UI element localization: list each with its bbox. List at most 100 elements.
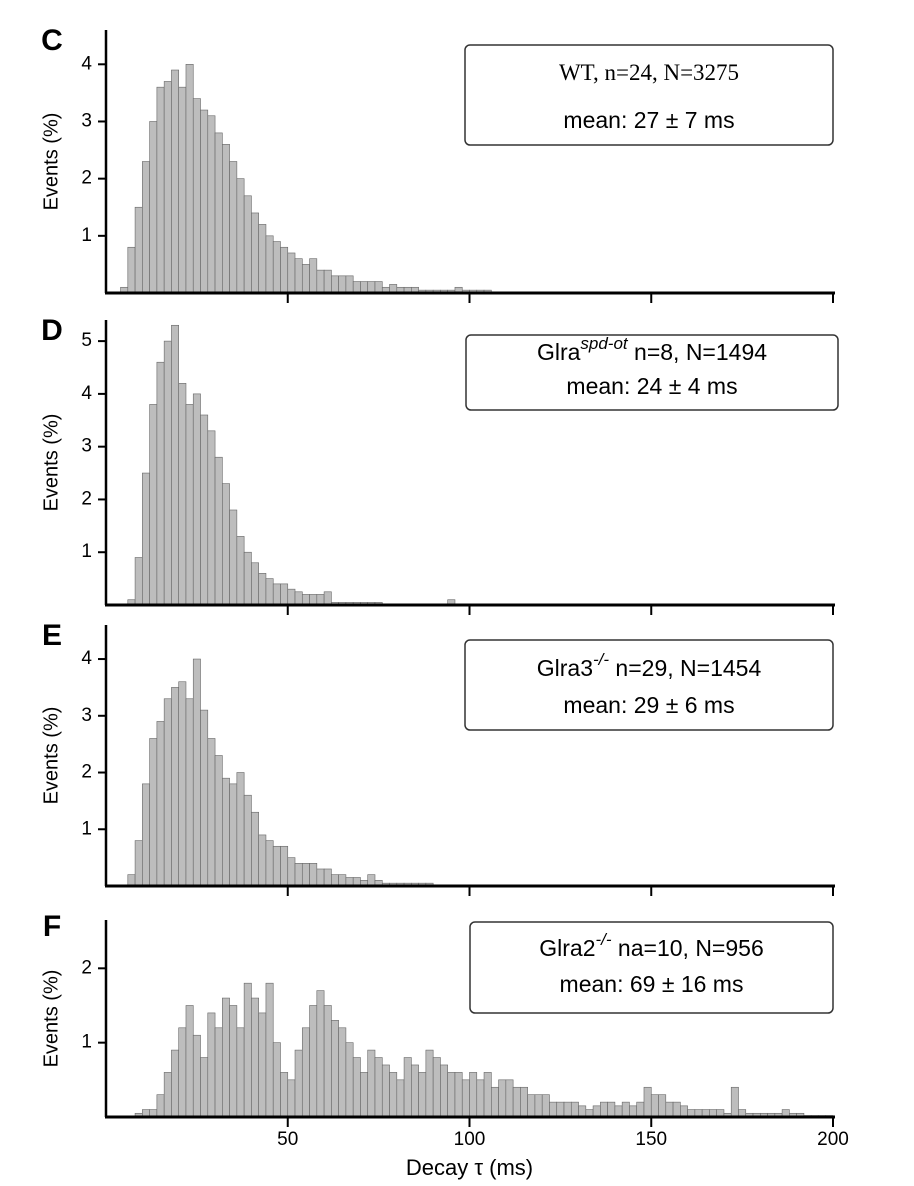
y-axis-label: Events (%) xyxy=(40,414,62,512)
annotation-line: Glra3-/- n=29, N=1454 xyxy=(537,650,762,681)
bar xyxy=(447,1072,456,1118)
bar xyxy=(243,982,252,1118)
bar xyxy=(207,115,216,294)
bar xyxy=(192,393,201,606)
bar xyxy=(360,1072,369,1118)
bar xyxy=(178,86,187,294)
annotation-line: mean: 69 ± 16 ms xyxy=(560,971,744,997)
bar xyxy=(592,1105,601,1118)
y-tick-label: 3 xyxy=(81,436,92,457)
bar xyxy=(127,874,136,887)
annotation-superscript: -/- xyxy=(596,930,612,949)
bar xyxy=(672,1101,681,1118)
bar xyxy=(352,1057,361,1118)
annotation-text: mean: 24 ± 4 ms xyxy=(566,373,737,399)
y-tick-label: 2 xyxy=(81,957,92,978)
bar xyxy=(301,1027,310,1118)
bar xyxy=(280,246,289,294)
bar xyxy=(222,777,230,887)
y-tick-label: 2 xyxy=(81,762,92,783)
bar xyxy=(301,594,310,606)
bar xyxy=(614,1105,623,1118)
bar xyxy=(643,1086,652,1118)
x-tick-label: 200 xyxy=(817,1129,849,1150)
bar xyxy=(200,414,209,606)
bar xyxy=(236,178,245,294)
x-tick-label: 50 xyxy=(277,1129,298,1150)
bar xyxy=(243,551,252,606)
bar xyxy=(367,281,376,294)
bar xyxy=(200,1057,209,1118)
y-tick-label: 4 xyxy=(81,383,92,404)
bar xyxy=(178,1027,187,1118)
bar xyxy=(381,1064,390,1118)
bar xyxy=(185,64,194,294)
bar xyxy=(214,456,223,606)
y-tick-label: 1 xyxy=(81,225,92,246)
bar xyxy=(352,281,361,294)
bar xyxy=(163,1072,172,1118)
bar xyxy=(323,591,332,606)
panel-label: C xyxy=(41,24,63,57)
bar xyxy=(374,1057,383,1118)
bar xyxy=(367,1049,376,1118)
bar xyxy=(258,1012,267,1118)
x-axis-label: Decay τ (ms) xyxy=(406,1155,533,1180)
bar xyxy=(454,1072,463,1118)
bar xyxy=(294,591,303,606)
bar xyxy=(214,132,223,294)
bar xyxy=(156,86,165,294)
bar xyxy=(301,264,310,294)
annotation-text: mean: 69 ± 16 ms xyxy=(560,971,744,997)
y-tick-label: 1 xyxy=(81,818,92,839)
bar xyxy=(200,709,209,887)
bar xyxy=(374,281,383,294)
bar xyxy=(367,874,376,887)
bar xyxy=(171,324,179,606)
bar xyxy=(323,1005,332,1118)
bar xyxy=(272,845,281,887)
bar xyxy=(331,874,339,887)
bar xyxy=(309,258,318,294)
bar xyxy=(171,69,179,294)
bar xyxy=(222,483,230,606)
bar xyxy=(345,275,354,294)
x-tick-label: 100 xyxy=(454,1129,486,1150)
bar xyxy=(505,1079,514,1118)
bar xyxy=(156,1094,165,1118)
bar xyxy=(636,1101,645,1118)
bar xyxy=(185,1005,194,1118)
bar xyxy=(469,1072,478,1118)
bar xyxy=(127,246,136,294)
bar xyxy=(251,997,259,1118)
annotation-text: Glra3 xyxy=(537,655,593,681)
bar xyxy=(185,698,194,887)
bar xyxy=(207,738,216,887)
bar xyxy=(338,874,347,887)
bar xyxy=(229,161,238,294)
bar xyxy=(134,557,143,606)
bar xyxy=(309,594,318,606)
bar xyxy=(629,1105,638,1118)
bar xyxy=(520,1086,528,1118)
annotation-text: Glra xyxy=(537,339,581,365)
bar xyxy=(549,1101,558,1118)
bar xyxy=(570,1101,579,1118)
y-axis-label: Events (%) xyxy=(40,970,62,1068)
bar xyxy=(200,109,209,294)
panel-label: E xyxy=(42,619,62,652)
bar xyxy=(280,1072,289,1118)
bar xyxy=(476,1079,485,1118)
bar xyxy=(149,404,158,606)
bar xyxy=(483,1072,492,1118)
bar xyxy=(156,361,165,606)
annotation-line: WT, n=24, N=3275 xyxy=(559,60,739,85)
bar xyxy=(461,1079,470,1118)
bar xyxy=(214,1027,223,1118)
bar xyxy=(251,811,259,887)
bar xyxy=(272,241,281,294)
bar xyxy=(294,863,303,887)
bar xyxy=(243,794,252,887)
bar xyxy=(178,383,187,606)
